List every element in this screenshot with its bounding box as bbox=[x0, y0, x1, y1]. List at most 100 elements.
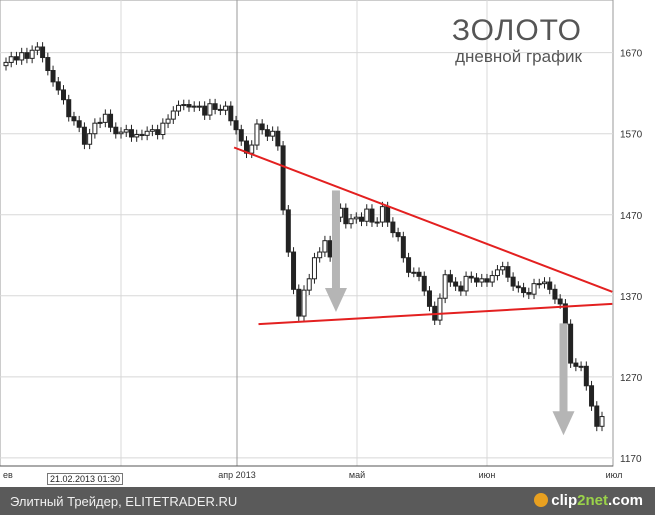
x-tick-label: июн bbox=[479, 470, 496, 480]
candle-body bbox=[526, 292, 532, 295]
candle-body bbox=[458, 285, 464, 292]
candle-body bbox=[19, 52, 25, 61]
x-tick-label: май bbox=[349, 470, 365, 480]
candle-body bbox=[144, 130, 150, 136]
candle-body bbox=[34, 46, 40, 51]
candle-body bbox=[317, 251, 323, 259]
candle-body bbox=[191, 105, 197, 108]
candle-body bbox=[249, 144, 255, 154]
candle-body bbox=[50, 70, 56, 83]
candle-body bbox=[202, 105, 208, 116]
candle-body bbox=[134, 134, 140, 138]
candle-body bbox=[123, 129, 129, 133]
candle-body bbox=[489, 275, 495, 283]
candle-body bbox=[348, 218, 354, 225]
candle-body bbox=[442, 274, 448, 299]
candle-body bbox=[291, 251, 297, 290]
candle-body bbox=[379, 206, 385, 223]
candle-body bbox=[484, 278, 490, 283]
x-tick-label: июл bbox=[606, 470, 623, 480]
candle-body bbox=[176, 104, 182, 112]
candle-body bbox=[437, 297, 443, 321]
candle-body bbox=[359, 216, 365, 222]
cursor-date-label: 21.02.2013 01:30 bbox=[47, 473, 124, 485]
candle-body bbox=[541, 281, 547, 285]
candle-body bbox=[557, 298, 563, 305]
candle-body bbox=[406, 257, 412, 273]
candle-body bbox=[306, 278, 312, 291]
plot-frame bbox=[0, 0, 614, 467]
trendline-upper bbox=[233, 146, 613, 293]
candle-body bbox=[416, 271, 422, 277]
candle-body bbox=[599, 416, 605, 427]
candle-body bbox=[353, 216, 359, 220]
candle-body bbox=[40, 46, 46, 59]
candle-body bbox=[369, 208, 375, 223]
x-tick-label: апр 2013 bbox=[218, 470, 255, 480]
down-arrow-shaft bbox=[559, 323, 568, 414]
candle-body bbox=[421, 275, 427, 292]
candle-body bbox=[108, 113, 114, 128]
candle-body bbox=[280, 145, 286, 211]
candle-body bbox=[364, 208, 370, 222]
candle-body bbox=[139, 134, 145, 137]
candle-body bbox=[515, 285, 521, 289]
candle-body bbox=[238, 129, 244, 142]
candle-body bbox=[395, 232, 401, 238]
candle-body bbox=[552, 288, 558, 300]
candle-body bbox=[505, 266, 511, 278]
candle-body bbox=[118, 131, 124, 135]
candle-body bbox=[374, 221, 380, 224]
down-arrow-head bbox=[552, 411, 575, 436]
candle-body bbox=[181, 104, 187, 107]
y-tick-label: 1570 bbox=[620, 130, 643, 141]
candle-body bbox=[228, 105, 234, 122]
candle-body bbox=[8, 56, 14, 63]
candle-body bbox=[45, 57, 51, 72]
candle-body bbox=[296, 288, 302, 317]
candle-body bbox=[102, 113, 108, 123]
y-tick-label: 1370 bbox=[620, 292, 643, 303]
trendline-lower bbox=[258, 302, 613, 326]
candle-body bbox=[390, 221, 396, 234]
brand-logo-icon bbox=[534, 493, 549, 507]
candle-body bbox=[594, 405, 600, 427]
footer-bar: Элитный Трейдер, ELITETRADER.RU clip2net… bbox=[0, 487, 655, 515]
candle-body bbox=[160, 122, 166, 136]
candle-body bbox=[217, 108, 223, 111]
candle-body bbox=[474, 277, 480, 283]
candle-body bbox=[66, 99, 72, 118]
brand-logo: clip2net.com bbox=[534, 492, 643, 509]
candle-body bbox=[536, 283, 542, 286]
candle-body bbox=[3, 61, 9, 67]
candle-body bbox=[61, 89, 67, 101]
candle-body bbox=[223, 105, 229, 111]
candle-body bbox=[270, 130, 276, 137]
candle-body bbox=[87, 133, 93, 145]
down-arrow-head bbox=[324, 288, 347, 313]
candle-body bbox=[186, 104, 192, 108]
candle-body bbox=[589, 385, 595, 407]
candle-body bbox=[463, 275, 469, 292]
candle-body bbox=[494, 269, 500, 277]
candle-body bbox=[29, 49, 35, 59]
candle-body bbox=[76, 120, 82, 128]
candle-body bbox=[254, 123, 260, 146]
candle-body bbox=[128, 129, 134, 138]
candle-body bbox=[311, 257, 317, 280]
candle-body bbox=[343, 207, 349, 225]
candle-body bbox=[97, 121, 103, 124]
candle-body bbox=[547, 281, 553, 290]
candle-body bbox=[196, 105, 202, 108]
candle-body bbox=[385, 206, 391, 223]
candle-body bbox=[264, 129, 270, 137]
candle-body bbox=[411, 271, 417, 274]
candle-body bbox=[521, 287, 527, 294]
candle-body bbox=[207, 103, 213, 116]
chart-subtitle: дневной график bbox=[455, 47, 582, 66]
candle-body bbox=[322, 240, 328, 253]
candle-body bbox=[113, 126, 119, 135]
candle-body bbox=[92, 122, 98, 135]
y-tick-label: 1170 bbox=[620, 454, 642, 465]
candle-body bbox=[568, 323, 574, 364]
